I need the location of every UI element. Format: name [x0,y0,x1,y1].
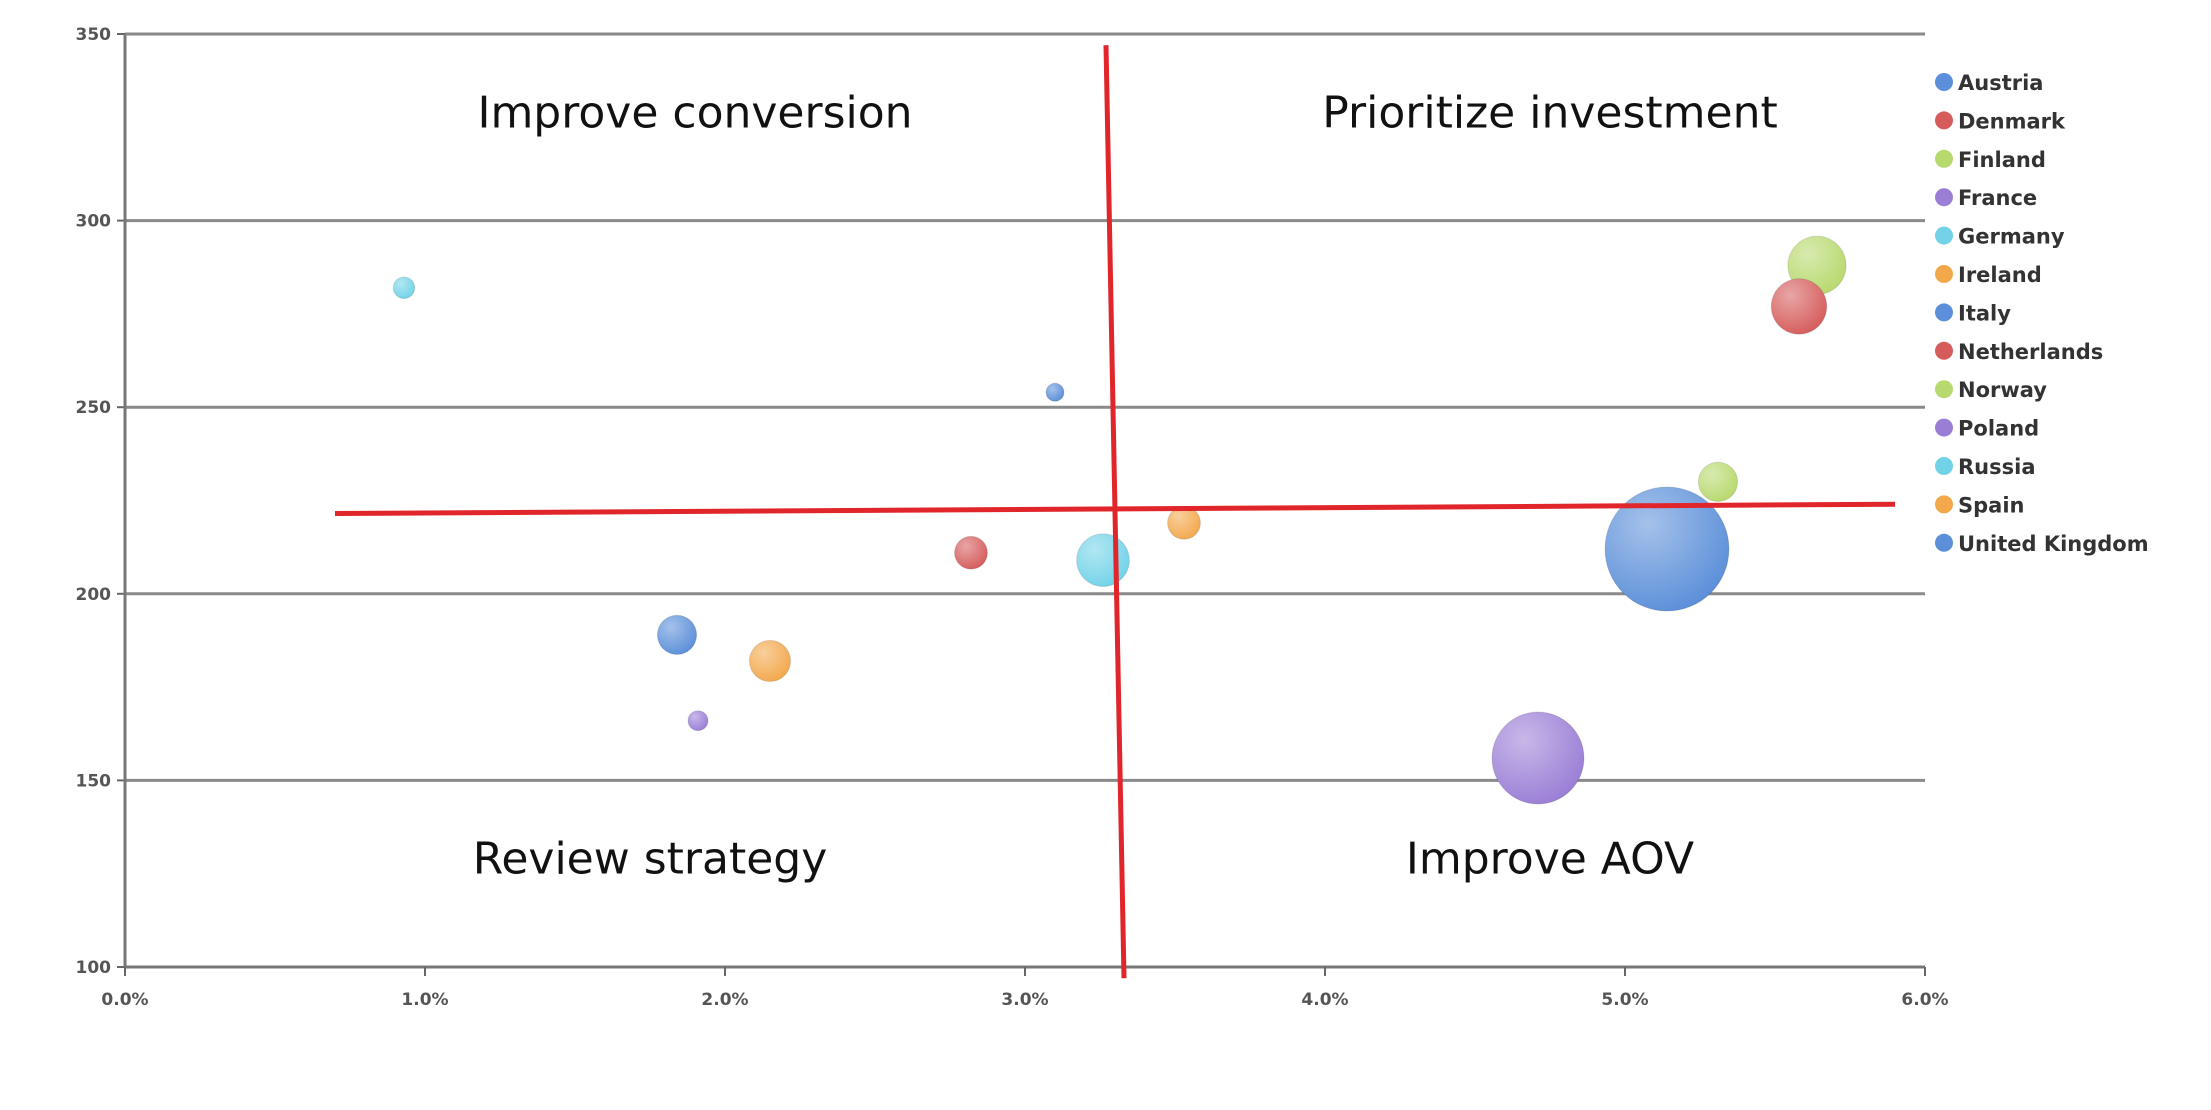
legend-item: Netherlands [1935,340,2103,364]
bubble-ireland [1167,505,1201,540]
legend-label: Norway [1958,378,2047,402]
bubble-russia [392,276,416,300]
bubble-united-kingdom [1604,486,1730,612]
legend-swatch-icon [1935,265,1953,283]
bubble-netherlands [1770,278,1828,335]
legend-item: France [1935,186,2037,210]
legend-item: Austria [1935,71,2043,95]
bubble-highlight [688,710,708,731]
legend-swatch-icon [1935,303,1953,322]
y-tick-label: 250 [76,398,112,418]
x-tick-label: 3.0% [1001,990,1048,1010]
quadrant-label: Review strategy [473,834,828,885]
bubble-spain [748,639,792,683]
y-tick-label: 350 [76,25,112,45]
bubble-highlight [749,640,791,682]
legend-label: Denmark [1958,109,2066,133]
bubble-germany [1076,533,1130,588]
quadrant-annotations: Improve conversion Prioritize investment R… [334,45,1896,979]
legend-swatch-icon [1935,495,1953,514]
legend-item: Finland [1935,148,2046,172]
legend-label: Ireland [1958,263,2042,287]
vertical-divider-line [1103,45,1127,979]
legend-swatch-icon [1935,457,1953,475]
quadrant-label: Improve conversion [477,87,912,138]
bubbles [392,235,1847,805]
legend-swatch-icon [1935,380,1953,399]
legend-item: Denmark [1935,109,2066,133]
x-tick-label: 0.0% [101,990,148,1010]
legend-item: Italy [1935,301,2011,325]
bubble-highlight [954,536,988,570]
legend-label: United Kingdom [1958,532,2149,556]
legend: Austria Denmark Finland France Germany Irelan… [1935,71,2149,556]
legend-label: Austria [1958,71,2043,95]
legend-swatch-icon [1935,188,1953,207]
bubble-highlight [1046,383,1064,402]
bubble-highlight [657,615,697,655]
legend-item: United Kingdom [1935,532,2149,556]
bubble-italy [656,614,698,655]
legend-item: Norway [1935,378,2047,402]
legend-label: Poland [1958,417,2039,441]
x-tick-label: 4.0% [1301,990,1348,1010]
legend-swatch-icon [1935,226,1953,245]
legend-label: Finland [1958,148,2046,172]
bubble-finland [1697,461,1739,502]
bubble-france [1491,711,1585,805]
y-tick-label: 300 [76,212,112,232]
bubble-highlight [1605,487,1729,612]
quadrant-label: Prioritize investment [1322,87,1777,138]
legend-item: Spain [1935,493,2024,517]
y-tick-label: 100 [76,958,112,978]
y-tick-label: 150 [76,771,112,791]
legend-label: Germany [1958,225,2065,249]
bubble-highlight [393,277,415,299]
legend-label: France [1958,186,2037,210]
x-tick-label: 1.0% [401,990,448,1010]
bubble-denmark [954,535,988,570]
axes: 100 150 200 250 300 350 0.0% 1.0% 2.0% 3.0% 4.0% 5.… [76,25,1949,1010]
legend-swatch-icon [1935,533,1953,552]
legend-item: Ireland [1935,263,2042,287]
legend-item: Russia [1935,455,2036,479]
x-tick-label: 6.0% [1901,990,1948,1010]
legend-swatch-icon [1935,73,1953,91]
bubble-highlight [1167,506,1201,540]
x-tick-label: 5.0% [1601,990,1648,1010]
legend-swatch-icon [1935,149,1953,168]
bubble-highlight [1698,462,1738,502]
y-tick-label: 200 [76,585,112,605]
bubble-highlight [1771,278,1827,335]
bubble-highlight [1492,712,1584,804]
legend-label: Spain [1958,493,2024,517]
legend-label: Italy [1958,301,2011,325]
bubble-highlight [1076,533,1130,587]
legend-label: Netherlands [1958,340,2103,364]
legend-label: Russia [1958,455,2036,479]
legend-swatch-icon [1935,341,1953,360]
legend-item: Poland [1935,417,2039,441]
legend-swatch-icon [1935,418,1953,437]
legend-item: Germany [1935,225,2065,249]
x-tick-label: 2.0% [701,990,748,1010]
legend-swatch-icon [1935,111,1953,130]
quadrant-label: Improve AOV [1406,834,1694,885]
bubble-poland [687,710,709,732]
bubble-austria [1045,382,1065,402]
